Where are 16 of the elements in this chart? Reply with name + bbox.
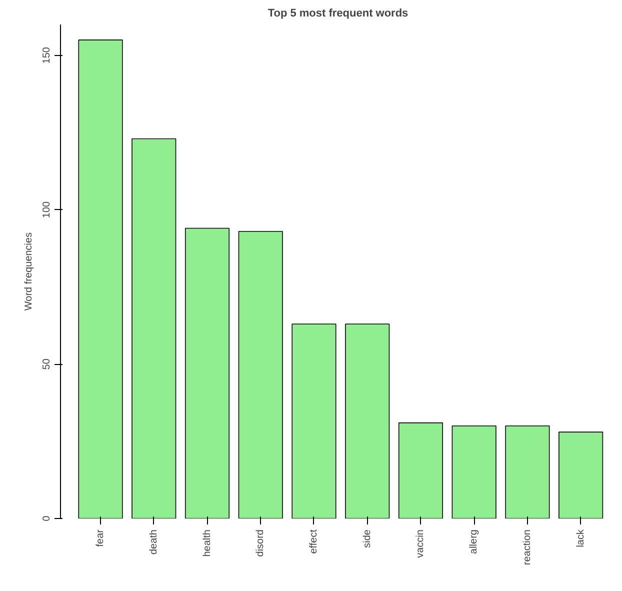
x-tick-label: side: [362, 529, 373, 548]
y-tick-label: 100: [42, 200, 52, 218]
x-tick-label: death: [148, 529, 160, 555]
x-tick-label: vaccin: [415, 529, 426, 558]
x-tick-label: allerg: [468, 529, 480, 554]
x-tick-label: reaction: [522, 530, 533, 566]
x-tick-label: lack: [575, 528, 586, 548]
x-tick-label: effect: [308, 529, 320, 554]
x-tick-label: fear: [95, 528, 106, 547]
chart-title: Top 5 most frequent words: [268, 8, 408, 20]
x-tick-label: disord: [255, 529, 266, 557]
x-tick-label: health: [202, 529, 213, 557]
y-tick-label: 50: [42, 358, 52, 370]
y-axis-title: Word frequencies: [24, 232, 34, 311]
y-tick-label: 150: [42, 46, 52, 64]
y-tick-label: 0: [42, 515, 52, 522]
